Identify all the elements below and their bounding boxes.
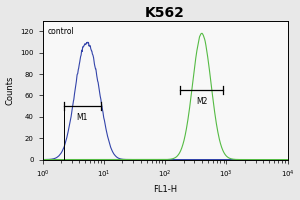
Text: M1: M1 [77,113,88,122]
Text: M2: M2 [196,97,208,106]
Text: control: control [47,27,74,36]
Title: K562: K562 [145,6,185,20]
X-axis label: FL1-H: FL1-H [153,185,177,194]
Y-axis label: Counts: Counts [6,75,15,105]
